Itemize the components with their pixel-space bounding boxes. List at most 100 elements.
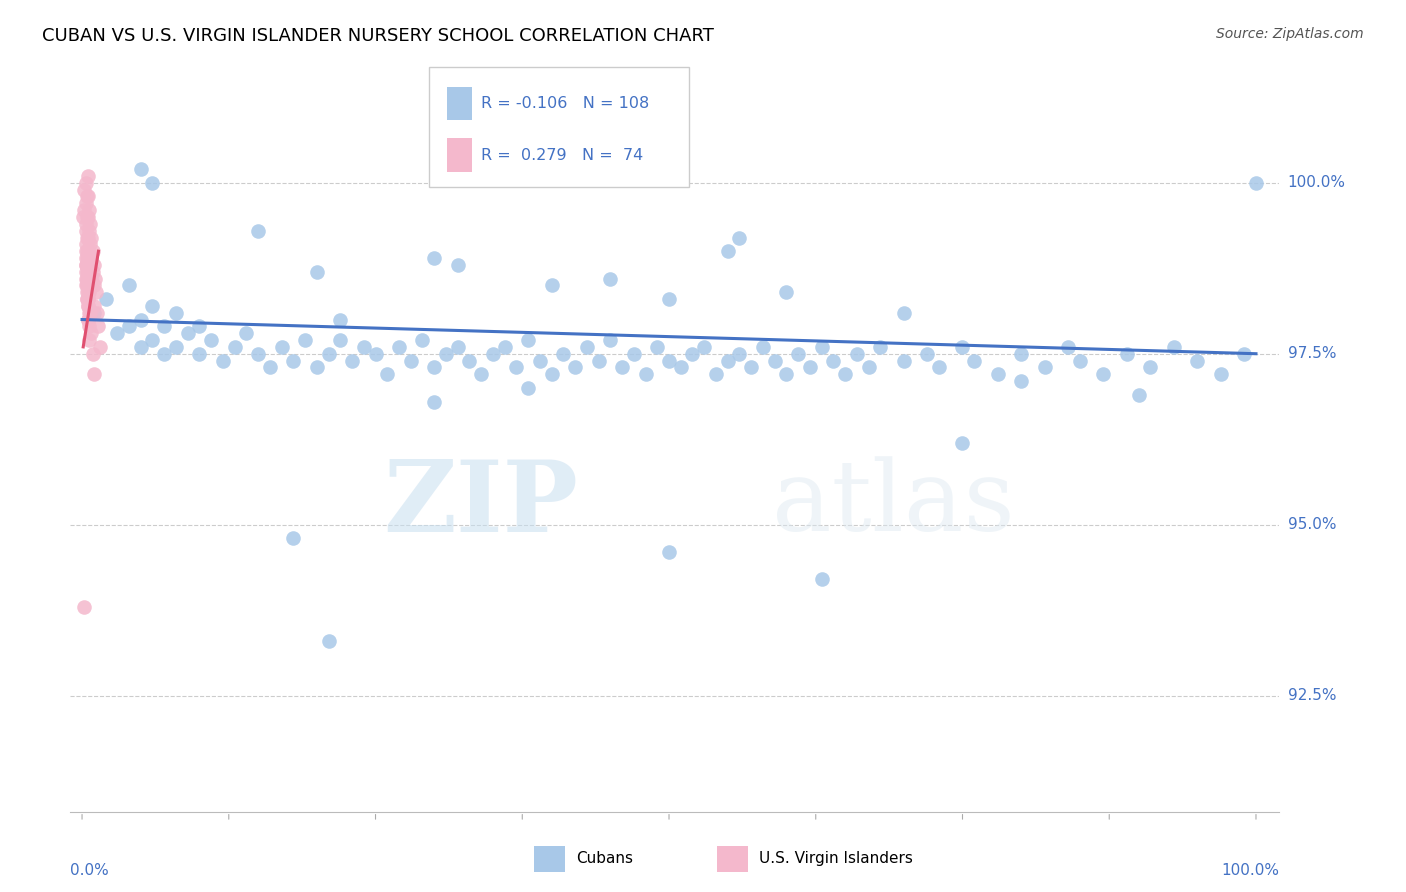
Point xyxy=(658,353,681,368)
Text: 97.5%: 97.5% xyxy=(1288,346,1336,361)
Point xyxy=(212,353,235,368)
Point xyxy=(717,353,740,368)
Point xyxy=(79,237,101,252)
Point xyxy=(77,265,100,279)
Point xyxy=(77,312,100,326)
Point xyxy=(77,271,100,285)
Point xyxy=(952,340,974,354)
Point xyxy=(411,333,433,347)
Point xyxy=(77,251,100,265)
Point xyxy=(75,217,97,231)
Text: atlas: atlas xyxy=(772,457,1014,552)
Point xyxy=(77,189,100,203)
Text: 92.5%: 92.5% xyxy=(1288,688,1336,703)
Point xyxy=(834,368,856,382)
Point xyxy=(82,347,104,361)
Point xyxy=(658,292,681,306)
Point xyxy=(84,285,107,300)
Point xyxy=(529,353,551,368)
Point xyxy=(79,278,101,293)
Point xyxy=(682,347,704,361)
Point xyxy=(259,360,281,375)
Point xyxy=(1033,360,1056,375)
Point xyxy=(73,203,96,218)
Point xyxy=(129,312,152,326)
Point xyxy=(76,271,98,285)
Point xyxy=(176,326,198,341)
Point xyxy=(75,237,97,252)
Point xyxy=(775,368,797,382)
Point xyxy=(294,333,316,347)
Point xyxy=(77,299,100,313)
Point xyxy=(83,258,105,272)
Point xyxy=(82,265,104,279)
Point xyxy=(1092,368,1115,382)
Point xyxy=(73,183,96,197)
Point xyxy=(553,347,575,361)
Point xyxy=(599,271,621,285)
Point xyxy=(494,340,516,354)
Point xyxy=(1010,374,1032,388)
Point xyxy=(810,572,832,586)
Point xyxy=(73,599,96,614)
Point xyxy=(129,162,152,177)
Point xyxy=(423,251,446,265)
Point xyxy=(77,333,100,347)
Text: R =  0.279   N =  74: R = 0.279 N = 74 xyxy=(481,148,643,162)
Point xyxy=(752,340,775,354)
Text: Source: ZipAtlas.com: Source: ZipAtlas.com xyxy=(1216,27,1364,41)
Point xyxy=(165,306,187,320)
Point xyxy=(76,251,98,265)
Point xyxy=(399,353,422,368)
Point xyxy=(77,319,100,334)
Point xyxy=(141,333,163,347)
Point xyxy=(658,545,681,559)
Point xyxy=(645,340,668,354)
Point xyxy=(704,368,727,382)
Point xyxy=(141,176,163,190)
Point xyxy=(77,230,100,244)
Text: 100.0%: 100.0% xyxy=(1222,863,1279,878)
Point xyxy=(1115,347,1137,361)
Point xyxy=(224,340,246,354)
Point xyxy=(1069,353,1091,368)
Point xyxy=(963,353,986,368)
Point xyxy=(87,319,110,334)
Point xyxy=(599,333,621,347)
Point xyxy=(153,319,176,334)
Point xyxy=(77,210,100,224)
Point xyxy=(247,347,270,361)
Point xyxy=(75,224,97,238)
Point xyxy=(83,299,105,313)
Point xyxy=(717,244,740,259)
Point xyxy=(76,189,98,203)
Point xyxy=(76,265,98,279)
Point xyxy=(76,285,98,300)
Point xyxy=(89,340,111,354)
Point xyxy=(247,224,270,238)
Point xyxy=(693,340,716,354)
Point xyxy=(200,333,222,347)
Text: Cubans: Cubans xyxy=(576,852,634,866)
Point xyxy=(893,306,915,320)
Point xyxy=(76,278,98,293)
Point xyxy=(845,347,868,361)
Point xyxy=(165,340,187,354)
Point xyxy=(1244,176,1267,190)
Point xyxy=(305,360,328,375)
Text: 100.0%: 100.0% xyxy=(1288,176,1346,190)
Point xyxy=(505,360,527,375)
Point xyxy=(810,340,832,354)
Point xyxy=(540,368,562,382)
Point xyxy=(80,326,103,341)
Point xyxy=(77,224,100,238)
Point xyxy=(72,210,94,224)
Point xyxy=(610,360,633,375)
Point xyxy=(763,353,786,368)
Point xyxy=(928,360,950,375)
Point xyxy=(482,347,505,361)
Point xyxy=(77,265,100,279)
Point xyxy=(318,347,340,361)
Point xyxy=(77,244,100,259)
Point xyxy=(75,176,97,190)
